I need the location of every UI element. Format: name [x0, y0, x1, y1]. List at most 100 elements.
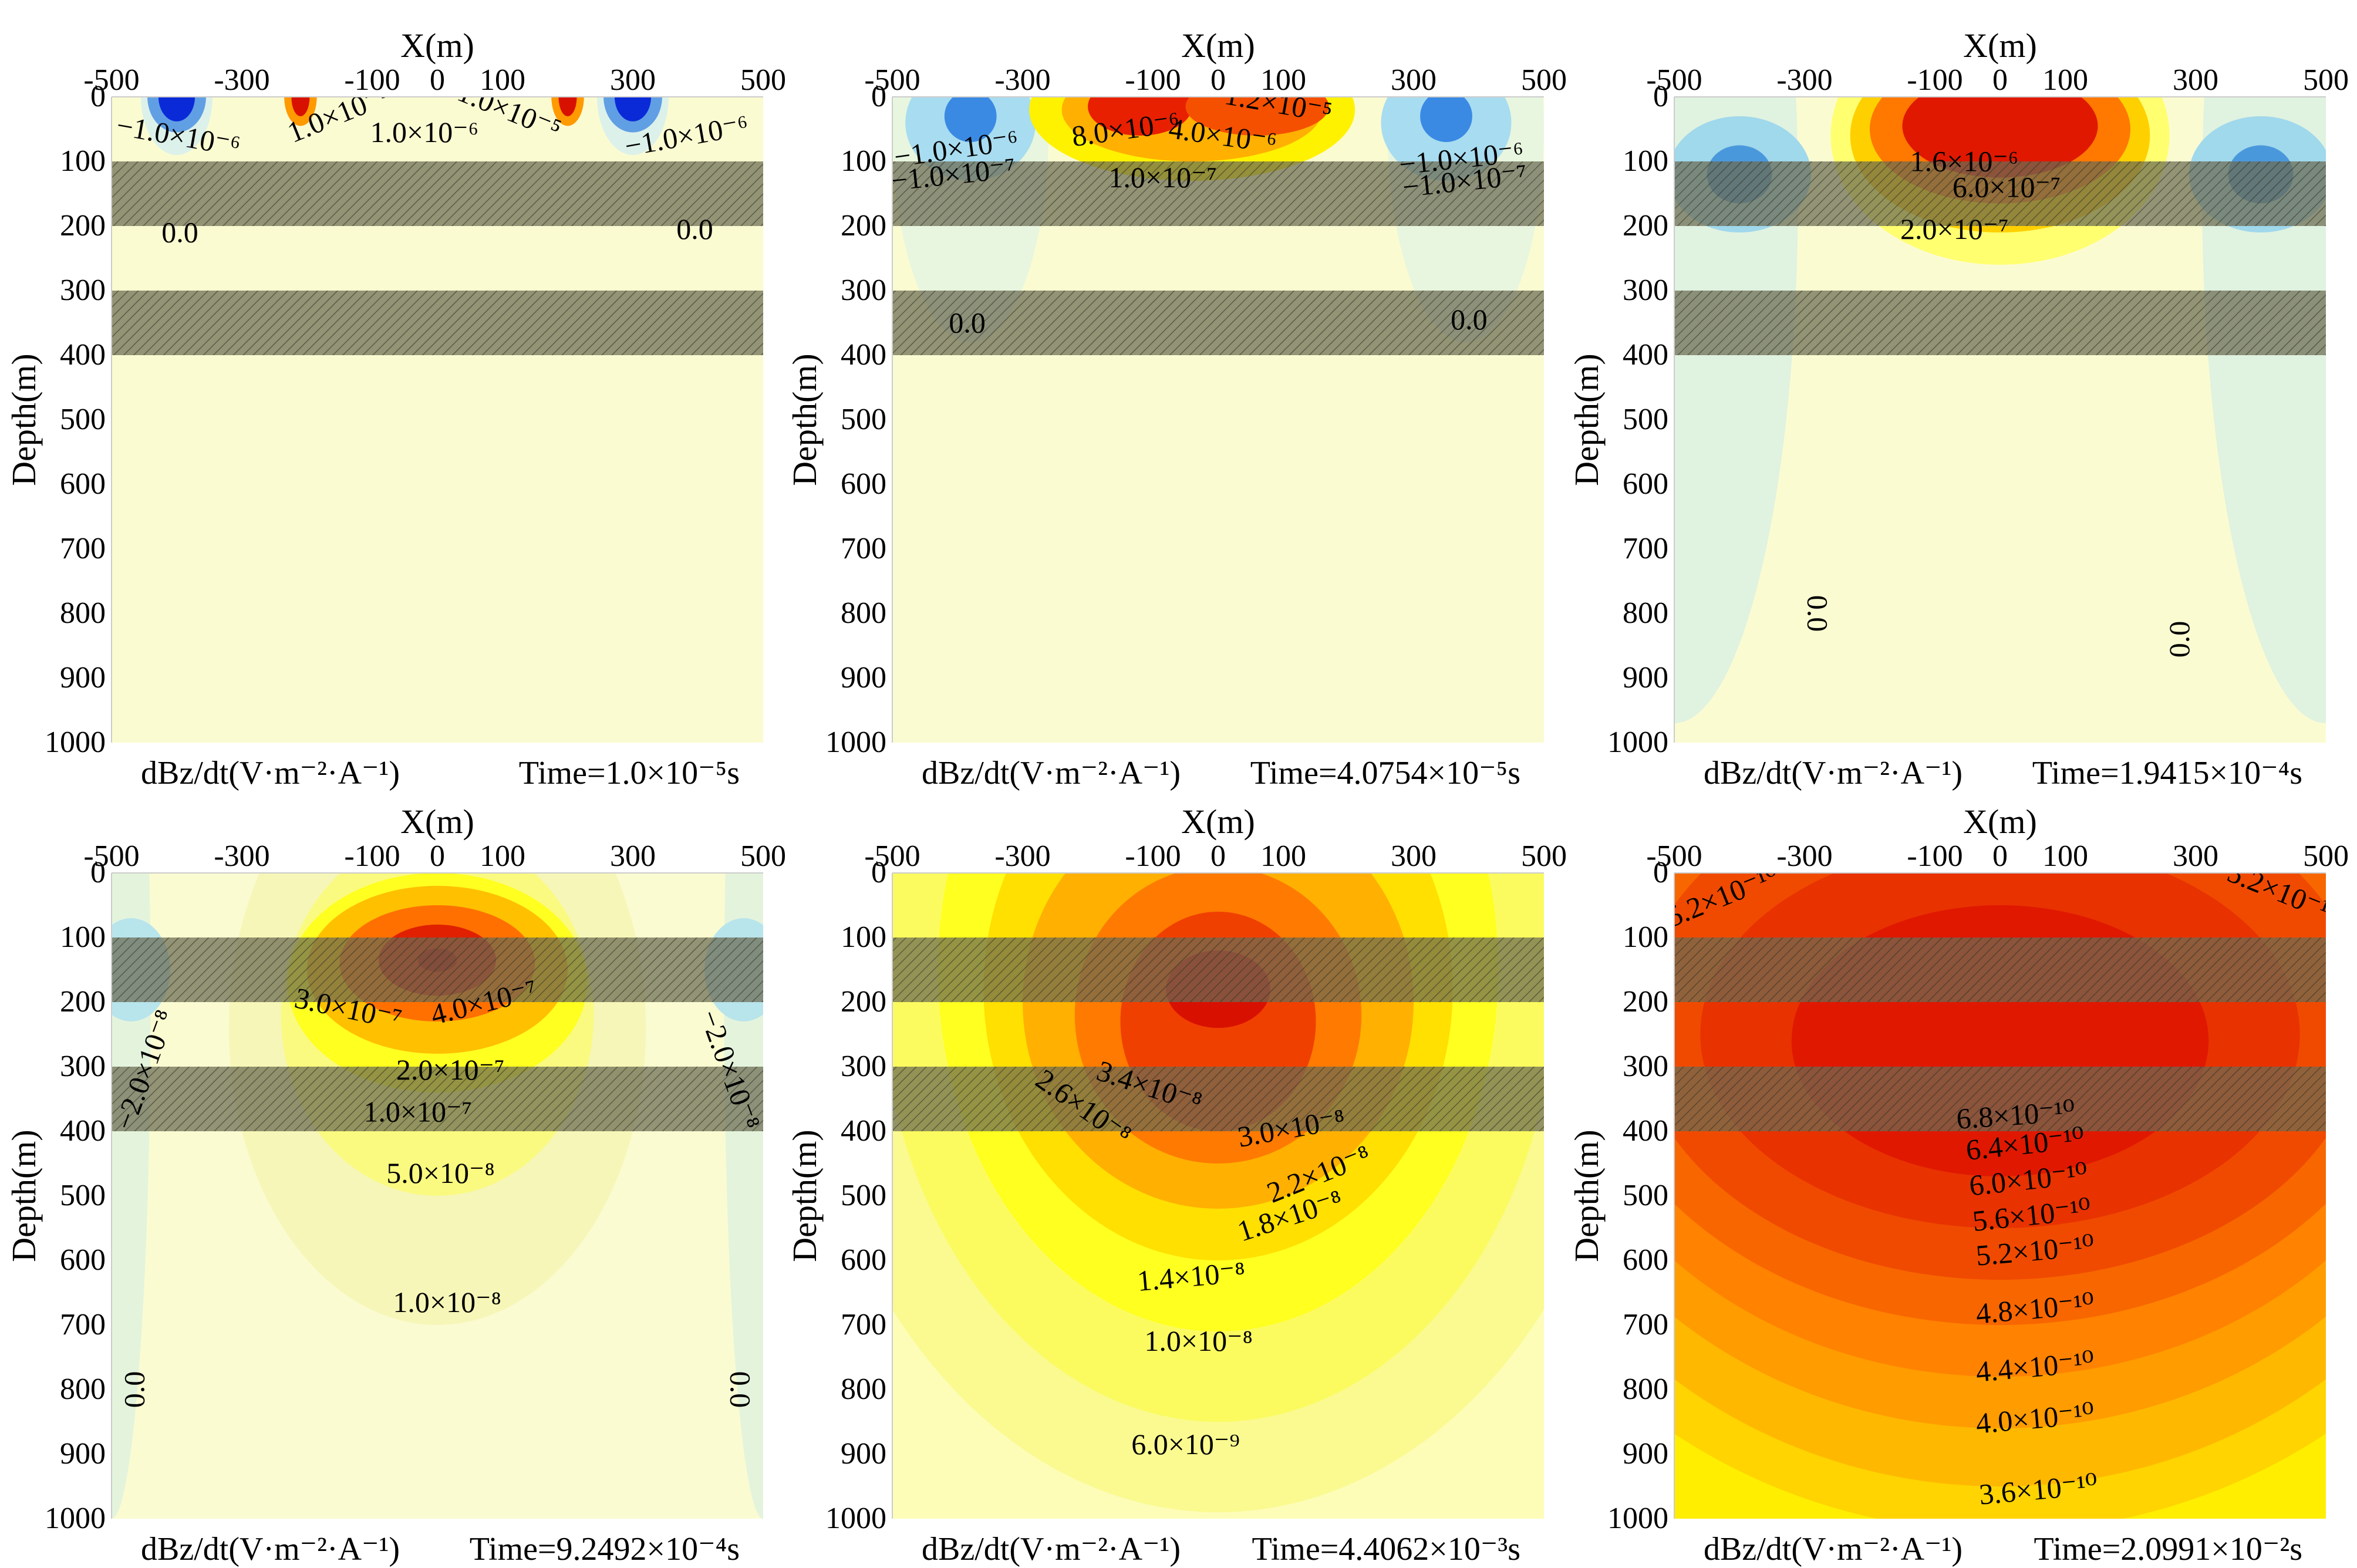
- x-tick-label: 100: [1260, 63, 1306, 97]
- contour-label: 0.0: [949, 306, 986, 339]
- field-contour-0: [1674, 97, 1798, 723]
- x-tick-label: 300: [610, 63, 656, 97]
- y-tick-label: 100: [1623, 920, 1668, 954]
- field-contour-1: [724, 873, 763, 1519]
- shaded-layer-2: [112, 1067, 763, 1131]
- x-axis-title: X(m): [1963, 26, 2037, 65]
- field-contour-9: [1902, 97, 2098, 178]
- x-tick-label: -100: [344, 63, 400, 97]
- y-tick-label: 900: [1623, 1437, 1668, 1471]
- shaded-layer-2: [1674, 1067, 2326, 1131]
- y-tick-label: 0: [1653, 80, 1668, 113]
- y-axis-title: Depth(m): [5, 1129, 43, 1262]
- plot-area: 5.2×10⁻¹⁰ 5.2×10⁻¹⁰6.8×10⁻¹⁰6.4×10⁻¹⁰6.0×…: [1674, 873, 2326, 1519]
- time-title: Time=9.2492×10⁻⁴s: [470, 1531, 740, 1567]
- y-tick-label: 0: [871, 80, 886, 113]
- y-tick-label: 600: [1623, 1243, 1668, 1277]
- y-tick-label: 200: [60, 985, 106, 1019]
- x-tick-label: -500: [864, 63, 920, 97]
- y-tick-label: 100: [841, 920, 886, 954]
- shaded-layer-1: [892, 161, 1544, 226]
- y-tick-label: 900: [60, 1437, 106, 1471]
- x-axis-title: X(m): [1181, 26, 1255, 65]
- x-tick-label: -500: [83, 63, 139, 97]
- plot-area: 3.0×10⁻⁷ 4.0×10⁻⁷−2.0×10⁻⁸ −2.0×10⁻⁸2.0×10…: [112, 873, 763, 1519]
- y-tick-label: 100: [60, 920, 106, 954]
- x-tick-label: 0: [1992, 63, 2008, 97]
- y-tick-label: 0: [90, 80, 106, 113]
- x-tick-label: -500: [83, 839, 139, 873]
- y-tick-label: 900: [841, 661, 886, 694]
- y-tick-label: 500: [60, 1179, 106, 1212]
- y-tick-label: 800: [60, 596, 106, 630]
- contour-label: 2.0×10⁻⁷: [396, 1053, 505, 1086]
- x-axis-title: X(m): [1963, 802, 2037, 841]
- field-contour-4: [291, 97, 310, 116]
- y-tick-label: 600: [1623, 467, 1668, 501]
- y-tick-label: 600: [841, 1243, 886, 1277]
- y-tick-label: 900: [1623, 661, 1668, 694]
- plot-area: 1.6×10⁻⁶6.0×10⁻⁷ 2.0×10⁻⁷ 0.0 0.0: [1674, 97, 2326, 743]
- x-tick-label: -500: [1646, 63, 1702, 97]
- shaded-layer-2: [1674, 291, 2326, 355]
- y-tick-label: 500: [1623, 403, 1668, 436]
- colorbar-label: dBz/dt(V·m⁻²·A⁻¹): [1704, 1531, 1963, 1567]
- shaded-layer-1: [892, 938, 1544, 1002]
- panel-1: −1.0×10⁻⁶ 1.0×10⁻⁵1.0×10⁻⁶1.0×10⁻⁵ −1.0×10…: [5, 26, 786, 791]
- field-contour-8: [1088, 97, 1192, 136]
- time-title: Time=1.0×10⁻⁵s: [519, 755, 740, 791]
- shaded-layer-2: [892, 291, 1544, 355]
- y-tick-label: 1000: [825, 726, 886, 759]
- colorbar-label: dBz/dt(V·m⁻²·A⁻¹): [141, 755, 400, 791]
- x-axis-title: X(m): [1181, 802, 1255, 841]
- y-tick-label: 0: [90, 856, 106, 889]
- contour-label: 1.0×10⁻⁶: [370, 116, 479, 149]
- x-axis-title: X(m): [400, 26, 474, 65]
- x-tick-label: 0: [430, 63, 445, 97]
- contour-label: 0.0: [676, 213, 713, 245]
- contour-label: 1.0×10⁻⁷: [363, 1095, 472, 1128]
- time-title: Time=1.9415×10⁻⁴s: [2032, 755, 2302, 791]
- y-axis-title: Depth(m): [1567, 1129, 1606, 1262]
- contour-label: 0.0: [2163, 621, 2196, 658]
- x-tick-label: 0: [1210, 839, 1226, 873]
- shaded-layer-1: [1674, 938, 2326, 1002]
- y-tick-label: 200: [1623, 985, 1668, 1019]
- y-tick-label: 1000: [825, 1502, 886, 1535]
- x-tick-label: -300: [214, 63, 269, 97]
- y-tick-label: 1000: [1607, 1502, 1668, 1535]
- shaded-layer-1: [112, 938, 763, 1002]
- y-tick-label: 500: [60, 403, 106, 436]
- contour-label: 0.0: [118, 1371, 151, 1408]
- x-tick-label: 500: [1521, 839, 1567, 873]
- y-axis-title: Depth(m): [785, 1129, 824, 1262]
- contour-label: 6.0×10⁻⁷: [1953, 171, 2061, 204]
- y-tick-label: 700: [60, 532, 106, 565]
- y-tick-label: 400: [1623, 1114, 1668, 1148]
- field-contour-6: [558, 97, 577, 116]
- x-tick-label: 100: [2042, 839, 2088, 873]
- y-tick-label: 900: [841, 1437, 886, 1471]
- y-tick-label: 300: [1623, 1050, 1668, 1083]
- x-tick-label: 100: [480, 63, 525, 97]
- x-tick-label: -300: [214, 839, 269, 873]
- y-axis-title: Depth(m): [1567, 353, 1606, 486]
- y-tick-label: 0: [871, 856, 886, 889]
- plot-area: −1.0×10⁻⁶ 1.0×10⁻⁵1.0×10⁻⁶1.0×10⁻⁵ −1.0×10…: [112, 97, 763, 743]
- y-tick-label: 200: [841, 209, 886, 242]
- y-tick-label: 400: [1623, 338, 1668, 372]
- y-tick-label: 900: [60, 661, 106, 694]
- contour-label: 0.0: [161, 216, 198, 249]
- panel-4: 3.0×10⁻⁷ 4.0×10⁻⁷−2.0×10⁻⁸ −2.0×10⁻⁸2.0×10…: [5, 802, 786, 1567]
- field-contour-9: [1185, 97, 1329, 136]
- y-axis-title: Depth(m): [785, 353, 824, 486]
- y-tick-label: 800: [1623, 596, 1668, 630]
- y-tick-label: 300: [60, 1050, 106, 1083]
- x-tick-label: 500: [740, 63, 786, 97]
- x-tick-label: -300: [1776, 63, 1832, 97]
- y-tick-label: 700: [1623, 532, 1668, 565]
- x-tick-label: -300: [1776, 839, 1832, 873]
- plot-area: 1.2×10⁻⁵8.0×10⁻⁶4.0×10⁻⁶−1.0×10⁻⁶−1.0×10…: [892, 97, 1544, 743]
- time-title: Time=2.0991×10⁻²s: [2034, 1531, 2302, 1567]
